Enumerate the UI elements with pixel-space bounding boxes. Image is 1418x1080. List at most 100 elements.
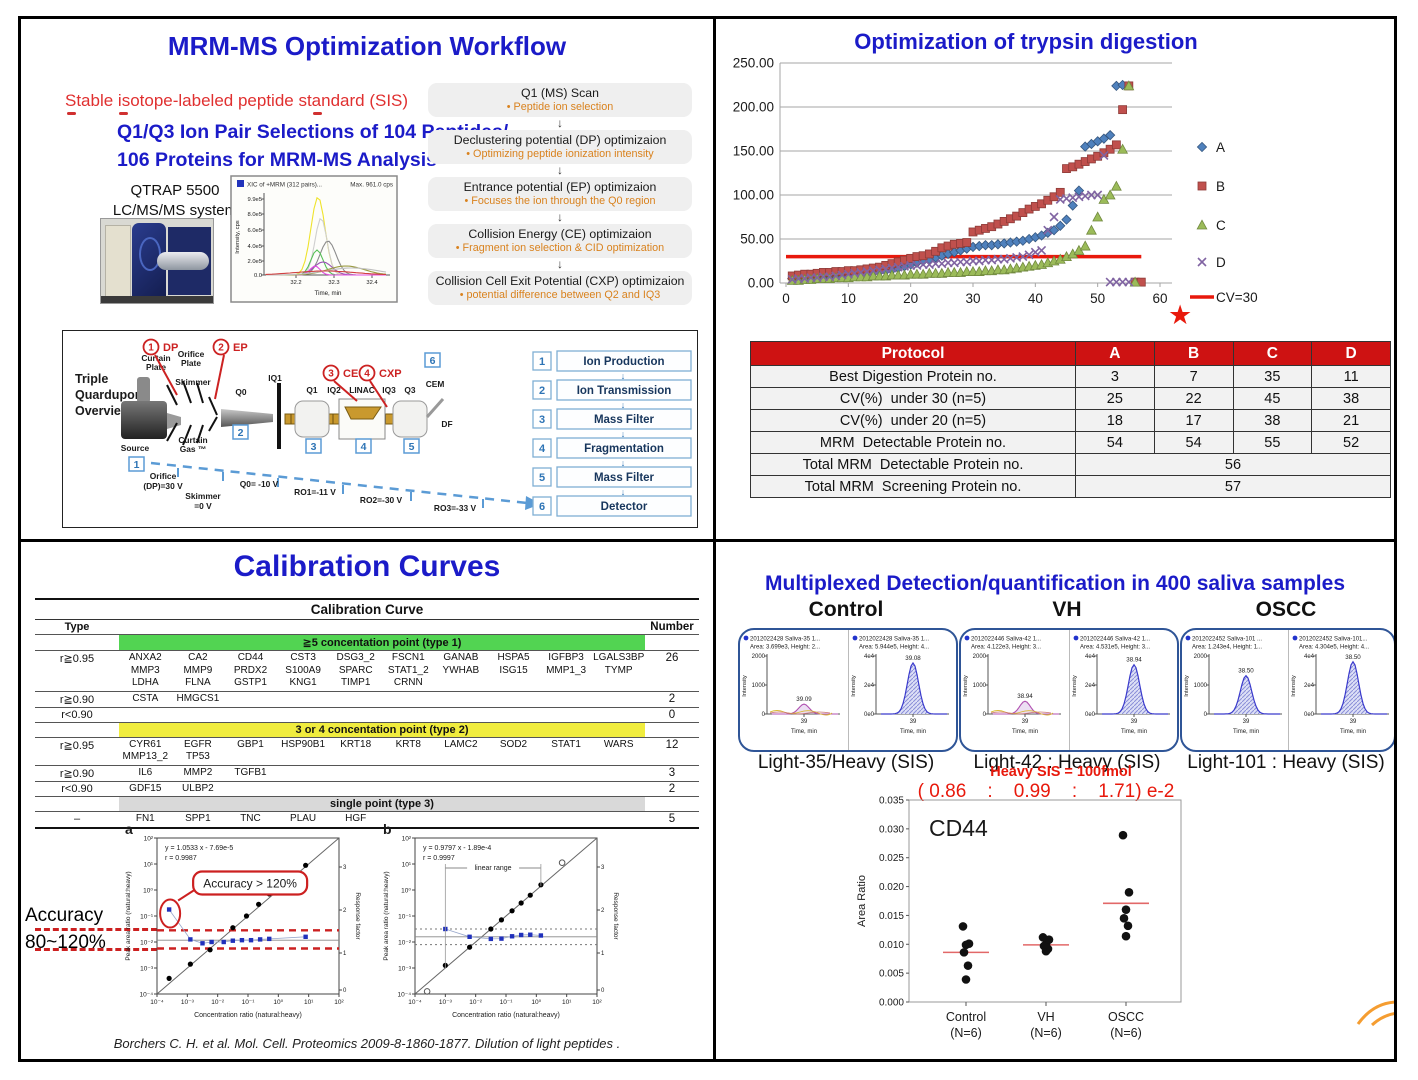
label: 150.00 — [733, 144, 774, 159]
x-axis-label: Time, min — [899, 729, 925, 735]
gene-name: STAT1_2 — [387, 664, 429, 676]
trace-area: Area: 1.243e4, Height: 1... — [1192, 645, 1262, 651]
trace-area: Area: 3.699e3, Height: 2... — [750, 645, 820, 651]
type-label: r<0.90 — [61, 708, 93, 721]
part-label: LINAC — [349, 385, 375, 395]
cell-value: 45 — [1232, 387, 1313, 410]
response-point — [200, 941, 205, 946]
source-probe — [137, 377, 150, 403]
calibration-title: Calibration Curves — [233, 550, 501, 583]
response-point — [467, 934, 472, 939]
source-nozzle — [167, 413, 181, 429]
trace-area: Area: 4.304e5, Height: 4... — [1299, 645, 1369, 651]
part-label: Q3 — [404, 385, 416, 395]
label: Overview — [75, 404, 131, 418]
label: 10⁰ — [401, 888, 411, 895]
group-label: VH — [1037, 1010, 1054, 1024]
x-tick: 39 — [1243, 719, 1250, 725]
gene-name: KNG1 — [289, 677, 317, 688]
cell-value: 25 — [1075, 387, 1155, 410]
instrument-system: LC/MS/MS system — [112, 202, 238, 219]
legend-label: Mass Filter — [594, 414, 655, 426]
range-label-bg — [467, 861, 520, 872]
part-label: Curtain — [178, 435, 207, 445]
gene-name: FN1 — [135, 813, 155, 824]
marker-x — [881, 264, 891, 274]
response-point — [166, 907, 172, 912]
gene-grid — [119, 708, 645, 710]
label: 2e4 — [1084, 683, 1095, 689]
y-axis-label: Peak area ratio (natural:heavy) — [125, 871, 132, 960]
label: 10¹ — [144, 862, 154, 869]
table-row: MRM Detectable Protein no. 54 54 55 52 — [750, 431, 1391, 454]
table-header-row: Protocol A B C D — [750, 341, 1391, 366]
accuracy-word: Accuracy — [25, 905, 104, 926]
gene-name: KRT18 — [340, 738, 372, 750]
chromatogram-panel: 2012022428 Saliva-35 1... Area: 3.699e3, … — [740, 630, 849, 750]
band-row: 3 or 4 concentation point (type 2) — [35, 721, 699, 737]
flow-step: Q1 (MS) Scan • Peptide ion selection — [428, 83, 692, 117]
label: Time, min — [315, 290, 342, 297]
label: y = 1.0533 x - 7.69e-5 — [165, 845, 233, 852]
label: 8.0e5 — [247, 212, 262, 218]
gene-count: 2 — [668, 782, 676, 795]
marker-x — [862, 266, 872, 277]
label: 10⁰ — [143, 888, 153, 895]
cal-point — [187, 961, 193, 967]
marker-x — [831, 271, 841, 281]
label: 2000 — [1194, 654, 1208, 660]
trace-id: 2012022452 Saliva-101 ... — [1192, 637, 1262, 643]
number-box-label: 3 — [311, 441, 317, 453]
sis-label: Stable isotope-labeled peptide standard … — [65, 91, 409, 110]
gene-grid: ANXA2 CA2 CD44 CST3 DSG3_2 FSCN1 GANAB HSPA5 IGF… — [119, 651, 645, 691]
gene-name: TNC — [240, 813, 261, 824]
y2-axis-label: Response factor — [612, 892, 619, 940]
trace-id: 2012022446 Saliva-42 1... — [971, 637, 1041, 643]
label: 0e0 — [863, 712, 874, 718]
gene-row: r<0.90 0 — [35, 706, 699, 722]
callout-label: EP — [233, 342, 248, 354]
gene-row: r≧0.90 CSTA HMGCS1 2 — [35, 690, 699, 707]
part-label: Orifice — [178, 349, 205, 359]
noise-trace — [990, 711, 1052, 715]
y-axis-label: Intensity — [1184, 675, 1190, 697]
voltage-label: Skimmer — [185, 491, 221, 501]
legend-label-box — [556, 379, 692, 401]
flow-step-title: Q1 (MS) Scan — [521, 86, 599, 100]
logo-swoosh-icon — [1356, 1000, 1394, 1027]
band-left — [35, 723, 119, 737]
cal-point — [256, 901, 262, 907]
accuracy-circle — [159, 898, 182, 929]
group-ratio-label: Light-35/Heavy (SIS) — [757, 752, 935, 773]
marker-x — [1049, 212, 1059, 222]
trypsin-title: Optimization of trypsin digestion — [854, 29, 1198, 54]
label: 10⁻¹ — [500, 999, 514, 1006]
voltage-label: RO1=-11 V — [294, 487, 336, 497]
band-right — [645, 797, 699, 811]
marker-x — [868, 266, 878, 276]
gene-cell: ANXA2 CA2 CD44 CST3 DSG3_2 FSCN1 GANAB HSPA5 IGF… — [119, 651, 645, 691]
gene-name: IL6 — [138, 766, 153, 778]
gene-name: SOD2 — [499, 738, 528, 750]
row-label: CV(%) under 30 (n=5) — [750, 387, 1076, 410]
marker-x — [899, 261, 909, 271]
label: r = 0.9997 — [423, 855, 455, 862]
calibration-plot-a: 10⁻⁴10⁻⁴10⁻³10⁻³10⁻²10⁻²10⁻¹10⁻¹10⁰10⁰10… — [125, 822, 361, 1019]
plate-line — [196, 382, 204, 404]
callout-circle — [142, 338, 160, 356]
peak-curve — [1320, 660, 1387, 715]
chromatogram-panel: 2012022428 Saliva-35 1... Area: 5.944e5, … — [849, 630, 957, 750]
photo-base — [101, 296, 213, 303]
gene-row: r<0.90 GDF15 ULBP2 2 — [35, 780, 699, 797]
cell-value: 38 — [1311, 387, 1391, 410]
number-box-label: 5 — [409, 441, 415, 453]
gene-name: MMP3 — [130, 664, 160, 676]
number-box-label: 4 — [361, 441, 367, 453]
marker-square — [1111, 140, 1121, 150]
gene-grid: GDF15 ULBP2 — [119, 782, 645, 797]
label: 10⁻⁴ — [408, 999, 422, 1006]
gene-grid: CSTA HMGCS1 — [119, 692, 645, 707]
data-point — [1118, 830, 1128, 840]
deflector — [425, 398, 445, 418]
